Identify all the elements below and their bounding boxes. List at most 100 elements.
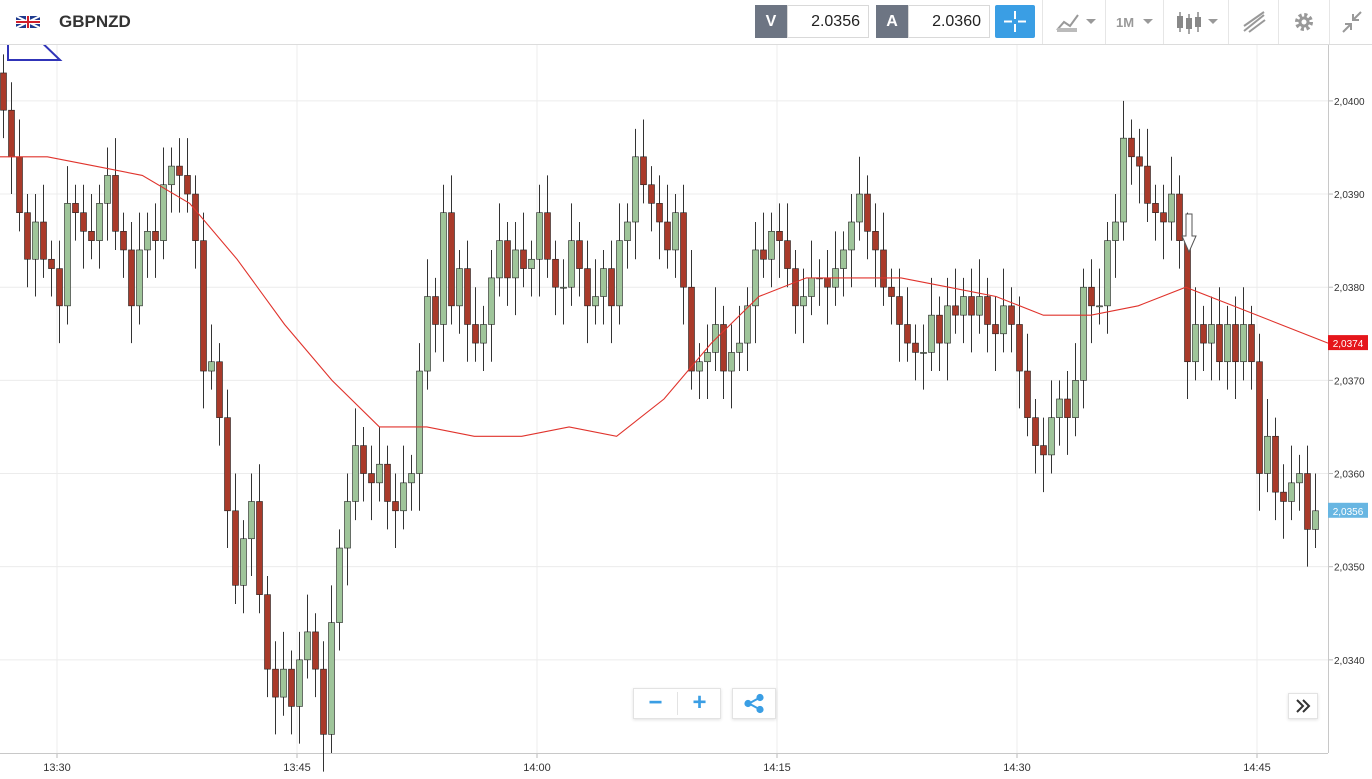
collapse-button[interactable] bbox=[1329, 0, 1372, 44]
settings-button[interactable] bbox=[1278, 0, 1329, 44]
candle bbox=[1000, 268, 1007, 353]
bear-candle-body bbox=[880, 249, 887, 288]
candle bbox=[1256, 333, 1263, 511]
candle bbox=[88, 194, 95, 260]
candle bbox=[632, 128, 639, 260]
chart-type-button[interactable] bbox=[1042, 0, 1105, 44]
bear-candle-body bbox=[648, 184, 655, 204]
y-tick-label: 2,0350 bbox=[1334, 563, 1365, 574]
zoom-out-button[interactable]: − bbox=[648, 689, 663, 716]
zoom-in-button[interactable]: + bbox=[692, 689, 707, 716]
candle bbox=[1120, 100, 1127, 241]
candle bbox=[312, 613, 319, 698]
moving-average-value-text: 2,0374 bbox=[1333, 339, 1364, 350]
bull-candle-body bbox=[1192, 324, 1199, 363]
bull-candle-body bbox=[496, 240, 503, 279]
bear-candle-body bbox=[432, 296, 439, 325]
double-chevron-right-icon bbox=[1296, 699, 1311, 713]
bull-candle-body bbox=[1208, 324, 1215, 344]
instrument-symbol[interactable]: GBPNZD bbox=[59, 12, 131, 31]
bear-candle-body bbox=[504, 240, 511, 279]
bear-candle-body bbox=[656, 203, 663, 223]
bull-candle-body bbox=[560, 286, 567, 289]
bull-candle-body bbox=[728, 352, 735, 372]
candle bbox=[904, 287, 911, 362]
bear-candle-body bbox=[360, 445, 367, 474]
bull-candle-body bbox=[600, 268, 607, 297]
bear-candle-body bbox=[264, 594, 271, 670]
candle bbox=[296, 631, 303, 744]
candle bbox=[512, 222, 519, 316]
bear-candle-body bbox=[792, 268, 799, 307]
candle bbox=[1080, 268, 1087, 409]
share-button[interactable] bbox=[732, 688, 776, 719]
candle bbox=[160, 147, 167, 260]
moving-average-value-label bbox=[1328, 335, 1368, 351]
candle bbox=[496, 203, 503, 297]
bull-candle-body bbox=[1104, 240, 1111, 307]
bear-candle-body bbox=[128, 249, 135, 307]
buy-price[interactable]: 2.0360 bbox=[908, 5, 990, 38]
bear-candle-body bbox=[24, 212, 31, 260]
candle bbox=[288, 650, 295, 735]
bull-candle-body bbox=[960, 296, 967, 316]
crosshair-button[interactable] bbox=[995, 5, 1035, 38]
bull-candle-body bbox=[1000, 305, 1007, 335]
candle bbox=[48, 240, 55, 297]
bear-candle-body bbox=[888, 286, 895, 297]
candle bbox=[936, 296, 943, 372]
candle bbox=[1096, 268, 1103, 325]
candle bbox=[256, 464, 263, 614]
candle bbox=[1296, 454, 1303, 511]
candle bbox=[112, 138, 119, 250]
price-chart[interactable]: 2,0340 2,0350 2,0360 2,0370 2,0380 2,0390 2,04… bbox=[0, 45, 1372, 779]
drawn-triangle-shape[interactable] bbox=[7, 45, 63, 61]
bull-candle-body bbox=[160, 184, 167, 241]
candle bbox=[448, 175, 455, 325]
sell-label[interactable]: V bbox=[755, 5, 787, 38]
bear-candle-body bbox=[112, 175, 119, 232]
candle bbox=[384, 445, 391, 530]
candle bbox=[56, 240, 63, 344]
candle bbox=[104, 147, 111, 241]
down-arrow-marker-icon[interactable] bbox=[1181, 213, 1197, 254]
buy-label[interactable]: A bbox=[876, 5, 908, 38]
bear-candle-body bbox=[936, 314, 943, 344]
candle bbox=[96, 184, 103, 269]
bull-candle-body bbox=[616, 240, 623, 307]
bull-candle-body bbox=[208, 361, 215, 372]
bear-candle-body bbox=[784, 240, 791, 269]
candle bbox=[400, 445, 407, 530]
bear-candle-body bbox=[984, 296, 991, 325]
bear-candle-body bbox=[544, 212, 551, 260]
candle bbox=[792, 249, 799, 334]
candle bbox=[1128, 119, 1135, 185]
candle bbox=[440, 184, 447, 362]
candle bbox=[592, 259, 599, 325]
bull-candle-body bbox=[424, 296, 431, 372]
timeframe-selector[interactable]: 1M bbox=[1105, 0, 1163, 44]
bull-candle-body bbox=[64, 203, 71, 307]
candle bbox=[40, 184, 47, 278]
candle bbox=[752, 222, 759, 344]
candle-style-button[interactable] bbox=[1163, 0, 1228, 44]
bear-candle-body bbox=[1256, 361, 1263, 474]
bear-candle-body bbox=[1152, 203, 1159, 213]
candle bbox=[672, 194, 679, 278]
bull-candle-body bbox=[856, 193, 863, 223]
bear-candle-body bbox=[288, 668, 295, 707]
candle bbox=[816, 259, 823, 306]
bear-candle-body bbox=[992, 324, 999, 335]
scroll-to-end-button[interactable] bbox=[1288, 693, 1318, 719]
bear-candle-body bbox=[312, 631, 319, 670]
candle bbox=[600, 249, 607, 325]
bear-candle-body bbox=[1016, 324, 1023, 372]
y-tick-label: 2,0390 bbox=[1334, 190, 1365, 201]
sell-price[interactable]: 2.0356 bbox=[787, 5, 869, 38]
x-tick-label: 14:30 bbox=[1003, 762, 1031, 774]
y-tick-label: 2,0400 bbox=[1334, 97, 1365, 108]
drawing-tools-button[interactable] bbox=[1228, 0, 1278, 44]
bull-candle-body bbox=[848, 221, 855, 251]
bear-candle-body bbox=[368, 473, 375, 484]
candle bbox=[224, 389, 231, 549]
